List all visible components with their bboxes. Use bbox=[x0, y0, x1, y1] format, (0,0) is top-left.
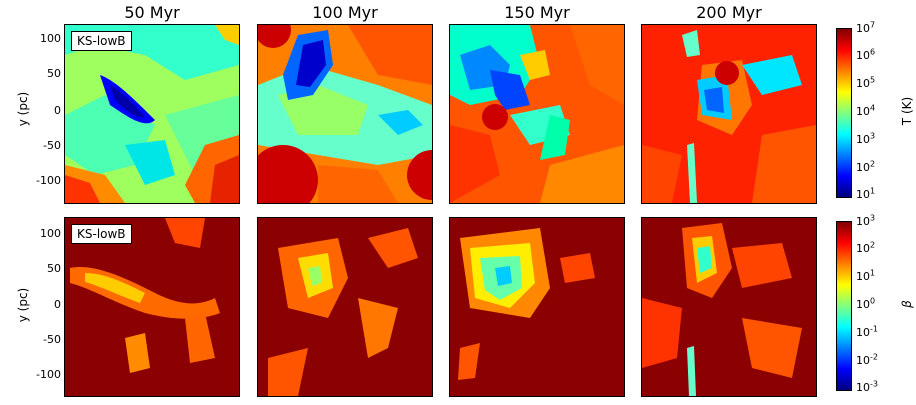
temperature-panel-100myr bbox=[257, 24, 433, 204]
column-title-50myr: 50 Myr bbox=[124, 3, 180, 22]
cb-tick: 103 bbox=[856, 131, 876, 146]
beta-panel-150myr bbox=[449, 217, 625, 397]
y-tick: -100 bbox=[36, 174, 61, 187]
cb-tick: 10-2 bbox=[856, 352, 878, 367]
cb-tick: 102 bbox=[856, 240, 876, 255]
cb-tick: 10-3 bbox=[856, 379, 878, 394]
cb-tick: 102 bbox=[856, 159, 876, 174]
cb-tick: 103 bbox=[856, 213, 876, 228]
temperature-colorbar bbox=[836, 28, 852, 198]
column-title-150myr: 150 Myr bbox=[504, 3, 570, 22]
y-tick: -50 bbox=[43, 139, 61, 152]
cb-tick: 104 bbox=[856, 103, 876, 118]
y-tick: 100 bbox=[40, 32, 61, 45]
temperature-colorbar-label: T (K) bbox=[900, 96, 914, 126]
y-tick: 0 bbox=[54, 298, 61, 311]
panel-label: KS-lowB bbox=[71, 224, 132, 244]
beta-colorbar bbox=[836, 221, 852, 391]
beta-panel-50myr: KS-lowB bbox=[64, 217, 240, 397]
temperature-panel-150myr bbox=[449, 24, 625, 204]
y-tick: 50 bbox=[47, 67, 61, 80]
column-title-100myr: 100 Myr bbox=[312, 3, 378, 22]
y-tick: 0 bbox=[54, 104, 61, 117]
beta-panel-100myr bbox=[257, 217, 433, 397]
cb-tick: 100 bbox=[856, 296, 876, 311]
temperature-panel-50myr: KS-lowB bbox=[64, 24, 240, 204]
cb-tick: 105 bbox=[856, 75, 876, 90]
panel-label: KS-lowB bbox=[71, 31, 132, 51]
beta-panel-200myr bbox=[641, 217, 817, 397]
y-tick: -50 bbox=[43, 333, 61, 346]
cb-tick: 107 bbox=[856, 20, 876, 35]
cb-tick: 10-1 bbox=[856, 324, 878, 339]
y-tick: 100 bbox=[40, 227, 61, 240]
y-tick: 50 bbox=[47, 262, 61, 275]
cb-tick: 101 bbox=[856, 186, 876, 201]
column-title-200myr: 200 Myr bbox=[696, 3, 762, 22]
y-tick: -100 bbox=[36, 368, 61, 381]
cb-tick: 101 bbox=[856, 268, 876, 283]
cb-tick: 106 bbox=[856, 47, 876, 62]
temperature-panel-200myr bbox=[641, 24, 817, 204]
beta-colorbar-label: β bbox=[900, 300, 914, 308]
